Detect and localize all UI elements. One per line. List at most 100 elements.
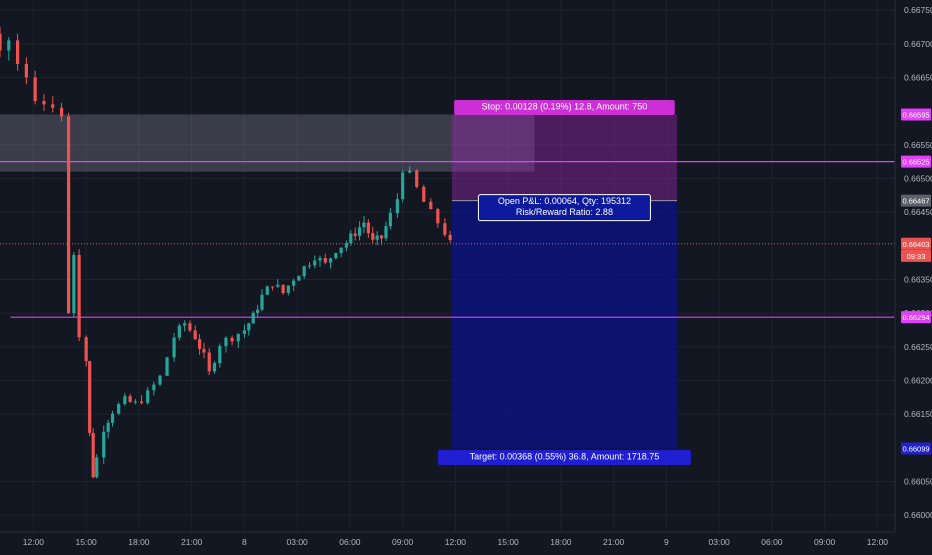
stop-zone[interactable] — [451, 114, 677, 201]
price-tag-bg — [901, 442, 931, 455]
candle-body — [328, 258, 333, 263]
candle-body — [165, 357, 169, 376]
position-labels: Stop: 0.00128 (0.19%) 12.8, Amount: 750 O… — [437, 99, 691, 465]
pnl-label-bg — [477, 194, 651, 222]
candle-body — [286, 285, 290, 293]
candle-body — [362, 222, 366, 228]
candle-body — [353, 233, 357, 236]
candle-body — [66, 116, 71, 314]
candle-body — [230, 337, 234, 342]
time-tick-label: 12:00 — [23, 537, 45, 547]
time-tick-label: 12:00 — [445, 537, 467, 547]
candle-body — [193, 330, 197, 340]
candle-body — [247, 323, 251, 331]
candle-body — [177, 325, 181, 338]
price-tags: 0.66595 0.66525 0.66467 0.66403 09:33 0.66294… — [901, 108, 931, 455]
pnl-label-text: Risk/Reward Ratio: 2.88 — [516, 207, 613, 217]
candle-body — [323, 258, 327, 263]
candle-body — [84, 337, 88, 362]
candle-body — [183, 323, 187, 326]
candle-body — [102, 431, 106, 458]
stop-label-text: Stop: 0.00128 (0.19%) 12.8, Amount: 750 — [482, 101, 648, 111]
candle-body — [408, 170, 412, 173]
candle-body — [276, 284, 280, 287]
price-tag-text: 0.66525 — [902, 158, 929, 167]
time-tick-label: 18:00 — [550, 537, 572, 547]
candle-body — [152, 384, 156, 391]
price-tag-bg — [901, 237, 931, 250]
price-tick-label: 0.66750 — [904, 5, 932, 15]
candle-body — [401, 172, 405, 200]
candle-body — [297, 276, 301, 281]
candle-body — [344, 243, 348, 248]
price-tick-label: 0.66500 — [904, 173, 932, 183]
time-tick-label: 12:00 — [867, 537, 889, 547]
horizontal-lines[interactable] — [0, 161, 895, 318]
price-axis[interactable]: 0.66750 0.66700 0.66650 0.66550 0.66500 0.664… — [894, 0, 932, 550]
price-tag-text: 09:33 — [907, 252, 926, 261]
candle-body — [197, 339, 202, 349]
candle-body — [318, 258, 322, 261]
candle-body — [260, 294, 264, 310]
candle-body — [339, 247, 343, 254]
candle-body — [349, 233, 353, 244]
candle-body — [388, 213, 392, 227]
candle-body — [77, 254, 81, 338]
price-tick-label: 0.66200 — [904, 375, 932, 385]
candle-body — [236, 333, 240, 342]
candle-body — [307, 265, 312, 267]
candle-body — [7, 40, 11, 51]
time-tick-label: 18:00 — [128, 537, 150, 547]
price-tick-label: 0.66050 — [904, 476, 932, 486]
stop-label: Stop: 0.00128 (0.19%) 12.8, Amount: 750 — [454, 99, 675, 115]
price-tag-text: 0.66294 — [902, 313, 929, 322]
candle-body — [379, 235, 384, 239]
price-tick-label: 0.66650 — [904, 72, 932, 82]
price-tag-bg — [901, 249, 931, 262]
price-tag: 0.66525 — [901, 155, 931, 168]
long-position-tool[interactable] — [451, 114, 677, 449]
price-tick-label: 0.66550 — [904, 140, 932, 150]
price-tick-label: 0.66450 — [904, 207, 932, 217]
candle-body — [302, 266, 306, 277]
candle-body — [334, 253, 338, 259]
target-label: Target: 0.00368 (0.55%) 36.8, Amount: 17… — [437, 449, 691, 465]
price-tag-text: 0.66595 — [902, 110, 929, 119]
target-label-text: Target: 0.00368 (0.55%) 36.8, Amount: 17… — [470, 451, 660, 461]
price-tag: 0.66099 — [901, 442, 931, 455]
time-tick-label: 03:00 — [709, 537, 731, 547]
time-tick-label: 9 — [664, 537, 669, 547]
candle-body — [313, 260, 317, 266]
time-tick-label: 03:00 — [287, 537, 309, 547]
candle-body — [188, 323, 192, 331]
price-tick-label: 0.66000 — [904, 510, 932, 520]
candle-body — [139, 401, 144, 403]
time-axis[interactable]: 12:00 15:00 18:00 21:00 8 03:00 06:00 09:00 12:0… — [0, 531, 932, 550]
price-tag: 09:33 — [901, 249, 931, 262]
candle-body — [251, 312, 255, 324]
price-tick-label: 0.66700 — [904, 39, 932, 49]
candle-body — [133, 401, 137, 403]
candle-body — [371, 233, 375, 240]
candle-body — [117, 404, 121, 414]
candle-body — [106, 422, 110, 432]
price-tag-bg — [901, 155, 931, 168]
candle-body — [91, 432, 95, 478]
candle-body — [415, 170, 419, 187]
price-tick-label: 0.66250 — [904, 342, 932, 352]
candle-body — [0, 33, 2, 51]
price-tag-text: 0.66403 — [902, 240, 929, 249]
candle-body — [422, 186, 426, 202]
candle-body — [366, 222, 370, 234]
candle-body — [42, 101, 46, 105]
candle-body — [110, 413, 115, 423]
candle-body — [255, 309, 260, 313]
time-tick-label: 06:00 — [761, 537, 783, 547]
candle-body — [128, 396, 132, 402]
candle-body — [270, 286, 275, 288]
target-zone[interactable] — [451, 200, 677, 449]
time-tick-label: 09:00 — [814, 537, 836, 547]
candle-body — [207, 352, 211, 372]
candle-body — [384, 226, 388, 239]
